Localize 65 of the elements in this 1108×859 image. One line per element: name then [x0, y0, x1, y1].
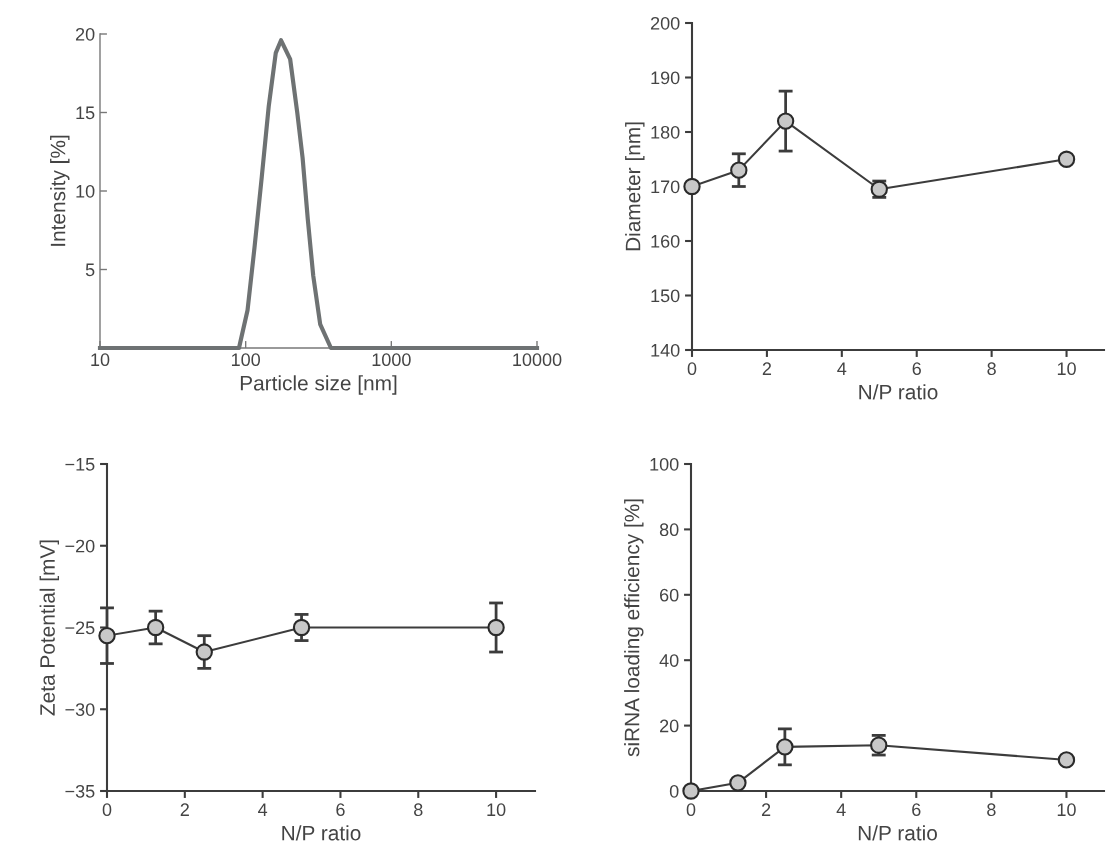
point — [98, 627, 116, 645]
y-tick-label: −15 — [65, 458, 95, 471]
x-tick-label: 2 — [180, 803, 189, 816]
point — [487, 618, 505, 637]
x-tick-label: 6 — [336, 803, 345, 817]
point — [776, 112, 795, 130]
x-tick-label: 2 — [761, 803, 771, 816]
y-tick-label: 140 — [651, 343, 680, 357]
y-tick-label: −35 — [65, 784, 95, 798]
y-tick-label: 200 — [650, 16, 680, 30]
point — [292, 618, 311, 637]
y-tick-label: 60 — [660, 588, 679, 602]
x-tick-label: 4 — [836, 803, 846, 816]
y-axis-title: Diameter [nm] — [625, 122, 645, 251]
y-tick-label: 170 — [651, 180, 680, 194]
x-axis-title: N/P ratio — [859, 384, 938, 400]
x-axis-title: N/P ratio — [858, 825, 937, 841]
x-axis-title: N/P ratio — [282, 825, 361, 841]
x-tick-label: 10 — [487, 803, 506, 817]
y-tick-label: 20 — [75, 27, 95, 41]
y-tick-label: 40 — [659, 654, 679, 667]
x-tick-label: 4 — [837, 362, 847, 375]
point — [195, 643, 213, 661]
y-axis-title: Intensity [%] — [50, 135, 70, 246]
y-axis-title: siRNA loading efficiency [%] — [624, 499, 644, 757]
x-tick-label: 100 — [231, 353, 261, 367]
y-tick-label: −25 — [65, 621, 95, 635]
y-tick-label: 80 — [659, 523, 679, 537]
x-tick-label: 4 — [258, 803, 268, 816]
y-tick-label: 160 — [651, 234, 680, 248]
x-tick-label: 0 — [687, 362, 697, 376]
y-tick-label: 10 — [76, 184, 95, 198]
x-tick-label: 10 — [91, 353, 110, 367]
x-tick-label: 6 — [912, 362, 921, 376]
x-tick-label: 10 — [1057, 803, 1076, 817]
y-tick-label: 150 — [651, 289, 680, 303]
x-tick-label: 2 — [762, 362, 772, 375]
point — [683, 177, 701, 196]
x-tick-label: 10000 — [513, 353, 562, 367]
point — [776, 738, 794, 756]
point — [1057, 751, 1076, 769]
point — [682, 782, 700, 800]
y-tick-label: 20 — [660, 719, 679, 733]
x-tick-label: 0 — [686, 803, 696, 817]
point — [146, 618, 165, 637]
x-tick-label: 8 — [414, 803, 423, 817]
y-tick-label: 5 — [85, 263, 95, 277]
y-tick-label: −30 — [65, 703, 95, 716]
point — [1057, 150, 1076, 168]
y-axis-title: Zeta Potential [mV] — [39, 540, 60, 716]
x-tick-label: 8 — [987, 803, 996, 817]
x-tick-label: 0 — [102, 803, 112, 817]
x-tick-label: 1000 — [372, 353, 411, 367]
y-tick-label: 0 — [669, 784, 679, 798]
y-tick-label: −20 — [65, 539, 95, 553]
point — [729, 774, 747, 792]
y-tick-label: 190 — [651, 71, 680, 85]
x-tick-label: 10 — [1057, 362, 1076, 376]
x-tick-label: 6 — [912, 803, 921, 817]
x-axis-title: Particle size [nm] — [240, 375, 397, 395]
y-tick-label: 100 — [650, 457, 679, 471]
y-tick-label: 180 — [651, 125, 680, 139]
point — [730, 161, 748, 179]
y-tick-label: 15 — [76, 106, 95, 120]
x-tick-label: 8 — [987, 362, 996, 376]
